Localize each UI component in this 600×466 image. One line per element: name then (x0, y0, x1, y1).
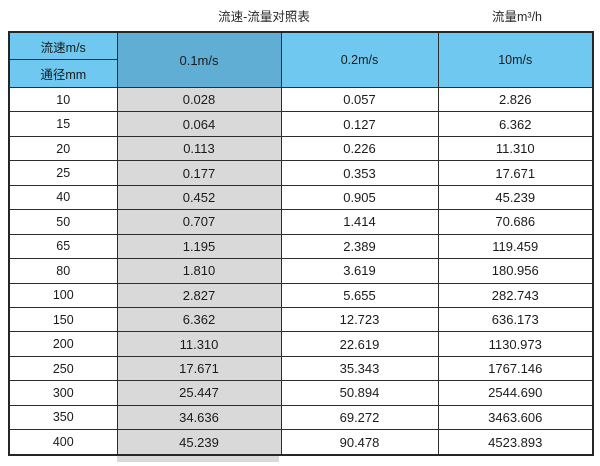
value-cell-0-2ms: 0.353 (280, 160, 439, 186)
table-row: 20 0.113 0.226 11.310 (8, 135, 594, 162)
table-title: 流速-流量对照表 (218, 10, 310, 24)
value-cell-10ms: 4523.893 (437, 429, 594, 456)
diameter-cell: 350 (8, 404, 118, 431)
value-cell-0-2ms: 3.619 (280, 258, 439, 284)
column-header-0-1ms: 0.1m/s (116, 31, 282, 88)
table-row: 50 0.707 1.414 70.686 (8, 209, 594, 235)
value-cell-0-1ms: 25.447 (116, 380, 282, 406)
diameter-cell: 300 (8, 380, 118, 406)
value-cell-0-1ms: 0.064 (116, 111, 282, 137)
table-row: 350 34.636 69.272 3463.606 (8, 404, 594, 431)
diameter-cell: 400 (8, 429, 118, 456)
value-cell-0-2ms: 0.127 (280, 111, 439, 137)
table-row: 200 11.310 22.619 1130.973 (8, 331, 594, 357)
diameter-cell: 65 (8, 233, 118, 260)
table-row: 65 1.195 2.389 119.459 (8, 233, 594, 260)
diameter-cell: 250 (8, 355, 118, 382)
diameter-cell: 15 (8, 111, 118, 137)
value-cell-0-1ms: 1.195 (116, 233, 282, 260)
diameter-cell: 150 (8, 306, 118, 333)
diameter-header-cell: 通径mm (8, 59, 118, 88)
diameter-cell: 20 (8, 135, 118, 162)
value-cell-10ms: 6.362 (437, 111, 594, 137)
value-cell-0-2ms: 2.389 (280, 233, 439, 260)
value-cell-0-2ms: 12.723 (280, 306, 439, 333)
value-cell-10ms: 11.310 (437, 135, 594, 162)
diameter-cell: 80 (8, 258, 118, 284)
diameter-cell: 100 (8, 282, 118, 308)
header-row-diameter: 通径mm (8, 59, 593, 88)
table-body: 10 0.028 0.057 2.826 15 0.064 0.127 6.36… (8, 86, 594, 456)
value-cell-0-1ms: 0.113 (116, 135, 282, 162)
table-row: 10 0.028 0.057 2.826 (8, 86, 594, 113)
value-cell-10ms: 45.239 (437, 184, 594, 211)
diameter-cell: 10 (8, 86, 118, 113)
value-cell-0-2ms: 50.894 (280, 380, 439, 406)
flow-unit-label: 流量m³/h (491, 10, 543, 24)
diameter-cell: 50 (8, 209, 118, 235)
value-cell-0-1ms: 0.177 (116, 160, 282, 186)
table-row: 25 0.177 0.353 17.671 (8, 160, 594, 186)
table-row: 400 45.239 90.478 4523.893 (8, 429, 594, 456)
value-cell-0-1ms: 2.827 (116, 282, 282, 308)
value-cell-10ms: 119.459 (437, 233, 594, 260)
value-cell-10ms: 17.671 (437, 160, 594, 186)
diameter-cell: 40 (8, 184, 118, 211)
value-cell-0-1ms: 45.239 (116, 429, 282, 456)
table-header: 流速m/s 0.1m/s 0.2m/s 10m/s 通径mm (8, 31, 594, 88)
value-cell-0-1ms: 34.636 (116, 404, 282, 431)
header-row-velocity: 流速m/s 0.1m/s 0.2m/s 10m/s (8, 31, 594, 88)
diameter-cell: 200 (8, 331, 118, 357)
value-cell-10ms: 2.826 (437, 86, 594, 113)
value-cell-0-2ms: 22.619 (280, 331, 439, 357)
table-row: 80 1.810 3.619 180.956 (8, 258, 594, 284)
velocity-header-cell: 流速m/s (8, 31, 118, 60)
value-cell-0-1ms: 0.452 (116, 184, 282, 211)
value-cell-10ms: 1130.973 (437, 331, 594, 357)
value-cell-10ms: 636.173 (437, 306, 594, 333)
value-cell-0-1ms: 0.707 (116, 209, 282, 235)
value-cell-0-2ms: 0.057 (280, 86, 439, 113)
value-cell-0-1ms: 6.362 (116, 306, 282, 333)
table-row: 150 6.362 12.723 636.173 (8, 306, 594, 333)
value-cell-10ms: 2544.690 (437, 380, 594, 406)
value-cell-0-2ms: 5.655 (280, 282, 439, 308)
value-cell-10ms: 3463.606 (437, 404, 594, 431)
value-cell-0-2ms: 90.478 (280, 429, 439, 456)
value-cell-0-1ms: 1.810 (116, 258, 282, 284)
value-cell-0-2ms: 0.226 (280, 135, 439, 162)
table-row: 40 0.452 0.905 45.239 (8, 184, 594, 211)
diameter-cell: 25 (8, 160, 118, 186)
gray-column-overhang (117, 456, 279, 462)
value-cell-0-1ms: 11.310 (116, 331, 282, 357)
value-cell-0-1ms: 0.028 (116, 86, 282, 113)
value-cell-10ms: 70.686 (437, 209, 594, 235)
column-header-0-2ms: 0.2m/s (280, 31, 439, 88)
value-cell-0-2ms: 1.414 (280, 209, 439, 235)
value-cell-0-2ms: 35.343 (280, 355, 439, 382)
table-row: 300 25.447 50.894 2544.690 (8, 380, 594, 406)
value-cell-10ms: 282.743 (437, 282, 594, 308)
column-header-10ms: 10m/s (437, 31, 594, 88)
value-cell-0-1ms: 17.671 (116, 355, 282, 382)
value-cell-10ms: 1767.146 (437, 355, 594, 382)
flow-table: 流速m/s 0.1m/s 0.2m/s 10m/s 通径mm 10 0.028 … (8, 31, 594, 456)
value-cell-10ms: 180.956 (437, 258, 594, 284)
table-row: 100 2.827 5.655 282.743 (8, 282, 594, 308)
value-cell-0-2ms: 69.272 (280, 404, 439, 431)
table-row: 15 0.064 0.127 6.362 (8, 111, 594, 137)
table-row: 250 17.671 35.343 1767.146 (8, 355, 594, 382)
value-cell-0-2ms: 0.905 (280, 184, 439, 211)
